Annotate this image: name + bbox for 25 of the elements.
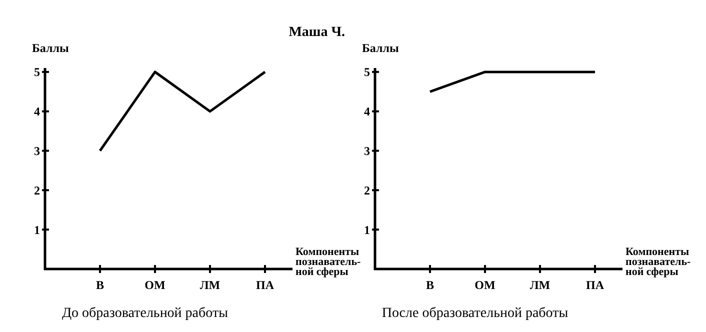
text: После образовательной работы [382,306,569,321]
x-axis-title: Компоненты познаватель-ной сферы [296,246,362,278]
y-tick-label: 2 [364,183,370,198]
y-tick-label: 4 [34,104,40,119]
x-tick-label: В [426,278,434,292]
chart-title: Маша Ч. [288,25,345,40]
y-tick-label: 5 [364,65,370,80]
y-tick-label: 1 [34,222,40,237]
x-tick-label: ЛМ [530,278,550,292]
x-tick-label: ПА [256,278,274,292]
x-tick-label: ПА [586,278,604,292]
text: До образовательной работы [62,306,229,321]
y-tick-label: 3 [364,144,370,158]
x-tick-label: ОМ [144,278,166,292]
x-tick-label: ОМ [474,278,496,292]
y-tick-label: 5 [34,65,40,80]
y-axis-title: Баллы [362,41,400,55]
y-tick-label: 2 [34,183,40,198]
x-axis-title: Компоненты познаватель-ной сферы [626,246,692,278]
x-tick-label: В [96,278,104,292]
y-tick-label: 3 [34,144,40,158]
y-axis-title: Баллы [32,41,70,55]
y-tick-label: 4 [364,104,370,119]
y-tick-label: 1 [364,222,370,237]
x-tick-label: ЛМ [200,278,220,292]
